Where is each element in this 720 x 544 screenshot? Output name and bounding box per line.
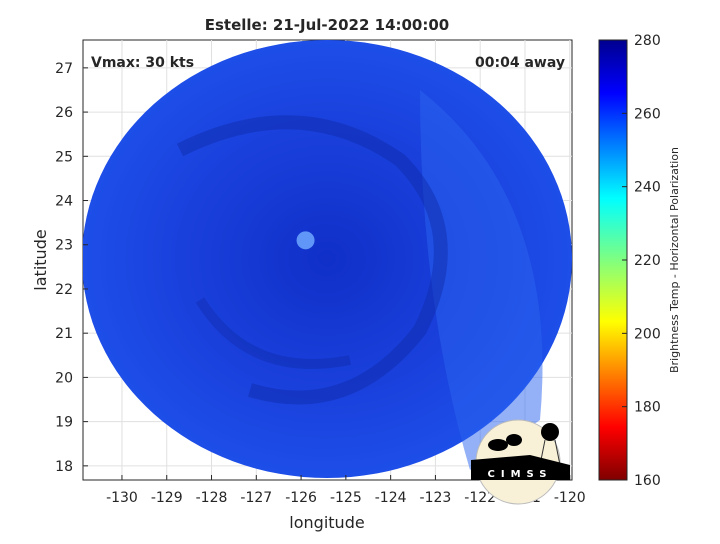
vmax-annotation: Vmax: 30 kts xyxy=(91,55,194,71)
y-tick-label: 24 xyxy=(55,194,73,210)
colorbar-tick-label: 220 xyxy=(634,253,661,269)
colorbar-tick-label: 180 xyxy=(634,400,661,416)
colorbar-tick-label: 200 xyxy=(634,326,661,342)
colorbar-tick-label: 240 xyxy=(634,180,661,196)
x-tick-label: -122 xyxy=(464,490,496,506)
y-tick-label: 26 xyxy=(55,105,73,121)
y-axis-label: latitude xyxy=(31,229,50,290)
brightness-image xyxy=(83,40,572,478)
logo-text: CIMSS xyxy=(488,469,553,480)
x-tick-label: -125 xyxy=(330,490,362,506)
colorbar-tick-label: 160 xyxy=(634,473,661,489)
x-axis-label: longitude xyxy=(289,513,364,532)
time-away-annotation: 00:04 away xyxy=(475,55,565,71)
y-tick-label: 19 xyxy=(55,415,73,431)
x-tick-label: -120 xyxy=(554,490,586,506)
y-tick-label: 25 xyxy=(55,149,73,165)
y-tick-label: 27 xyxy=(55,61,73,77)
cimss-logo: CIMSS xyxy=(471,419,570,505)
colorbar-tick-label: 260 xyxy=(634,106,661,122)
x-tick-label: -124 xyxy=(375,490,407,506)
x-ticks: -130-129-128-127-126-125-124-123-122-121… xyxy=(106,475,586,506)
x-tick-label: -126 xyxy=(285,490,317,506)
y-tick-label: 21 xyxy=(55,326,73,342)
x-tick-label: -129 xyxy=(151,490,183,506)
x-tick-label: -127 xyxy=(240,490,272,506)
y-tick-label: 18 xyxy=(55,459,73,475)
colorbar-ticks: 160 180 200 220 240 260 280 xyxy=(622,33,661,489)
x-tick-label: -128 xyxy=(196,490,228,506)
x-tick-label: -130 xyxy=(106,490,138,506)
x-tick-label: -123 xyxy=(420,490,452,506)
colorbar-tick-label: 280 xyxy=(634,33,661,49)
bright-spot xyxy=(296,231,315,250)
y-ticks: 18 19 20 21 22 23 24 25 26 27 xyxy=(55,61,88,475)
y-tick-label: 23 xyxy=(55,238,73,254)
colorbar-label: Brightness Temp - Horizontal Polarizatio… xyxy=(668,147,681,373)
chart-title: Estelle: 21-Jul-2022 14:00:00 xyxy=(205,16,450,34)
y-tick-label: 20 xyxy=(55,370,73,386)
y-tick-label: 22 xyxy=(55,282,73,298)
